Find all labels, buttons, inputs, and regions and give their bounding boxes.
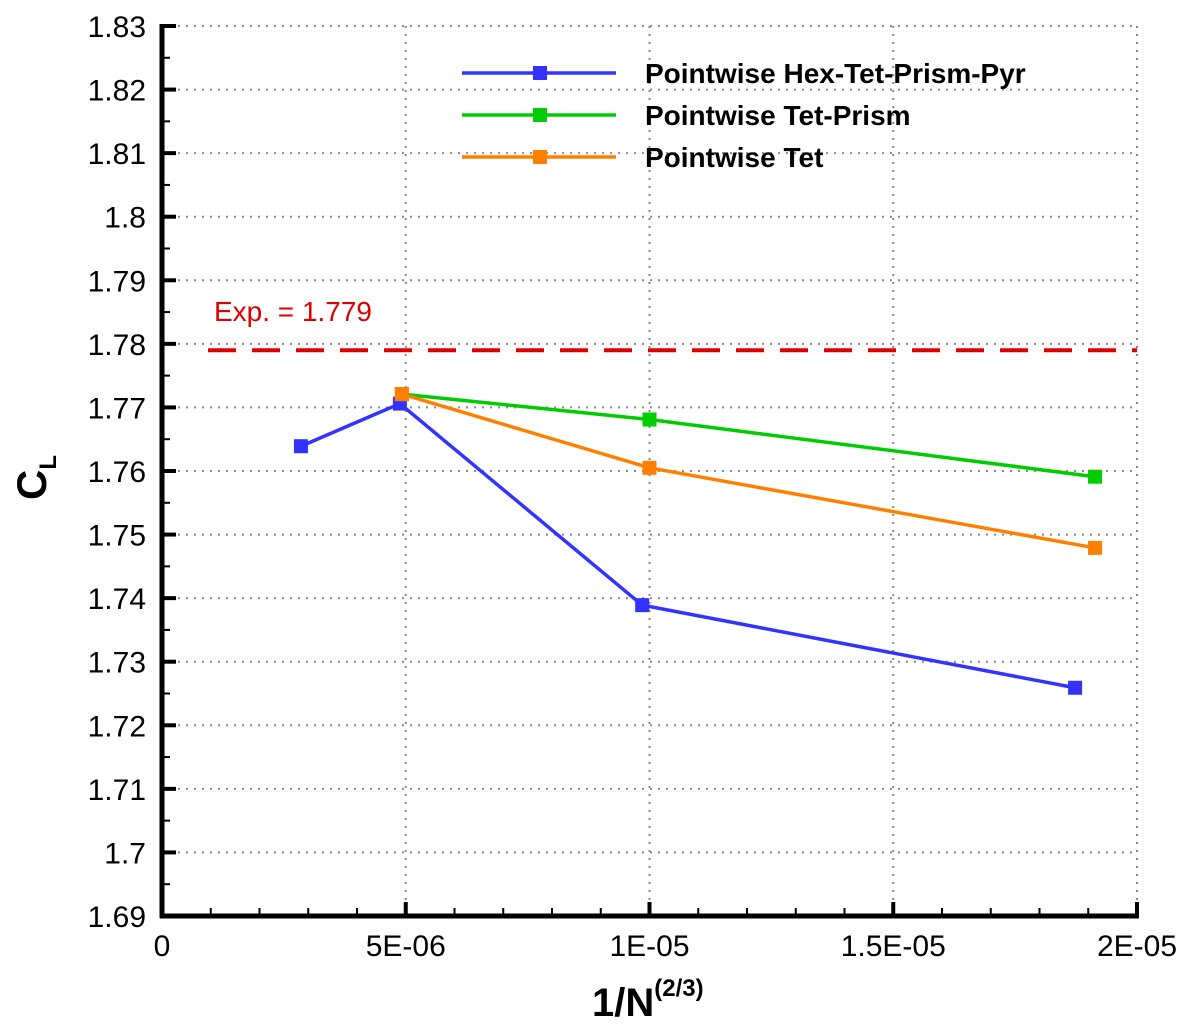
y-tick-label: 1.79 bbox=[88, 265, 146, 298]
series-2 bbox=[394, 387, 1103, 555]
legend-marker bbox=[533, 66, 547, 80]
x-tick-label: 5E-06 bbox=[366, 930, 446, 963]
x-tick-label: 1.5E-05 bbox=[841, 930, 946, 963]
data-point bbox=[1088, 469, 1103, 484]
legend-item: Pointwise Hex-Tet-Prism-Pyr bbox=[462, 58, 1026, 89]
legend-item: Pointwise Tet-Prism bbox=[462, 100, 911, 131]
y-tick-label: 1.7 bbox=[104, 837, 146, 870]
data-point bbox=[394, 387, 409, 402]
y-tick-label: 1.76 bbox=[88, 456, 146, 489]
series-0 bbox=[293, 396, 1083, 695]
data-point bbox=[1088, 540, 1103, 555]
series-line bbox=[401, 392, 1096, 550]
legend-marker bbox=[533, 108, 547, 122]
y-axis-title: CL bbox=[8, 455, 62, 500]
legend-label: Pointwise Tet bbox=[645, 142, 823, 173]
axes bbox=[159, 24, 1139, 919]
series bbox=[293, 387, 1103, 695]
x-tick-label: 2E-05 bbox=[1097, 930, 1177, 963]
experimental-reference-label: Exp. = 1.779 bbox=[214, 296, 372, 327]
data-point bbox=[1068, 680, 1083, 695]
y-tick-label: 1.74 bbox=[88, 583, 146, 616]
series-line bbox=[300, 401, 1076, 690]
x-tick-label: 0 bbox=[154, 930, 171, 963]
legend-item: Pointwise Tet bbox=[462, 142, 823, 173]
y-tick-label: 1.69 bbox=[88, 901, 146, 934]
legend-marker bbox=[533, 150, 547, 164]
y-tick-label: 1.75 bbox=[88, 520, 146, 553]
x-axis-title-main: 1/N bbox=[592, 981, 654, 1025]
tick-labels: 0 5E-06 1E-05 1.5E-05 2E-05 1.69 1.7 1.71 1.72 1.… bbox=[88, 11, 1177, 963]
x-tick-label: 1E-05 bbox=[609, 930, 689, 963]
y-tick-label: 1.73 bbox=[88, 647, 146, 680]
data-point bbox=[642, 460, 657, 475]
y-tick-label: 1.72 bbox=[88, 710, 146, 743]
x-axis-title-superscript: (2/3) bbox=[654, 975, 703, 1002]
x-axis-title: 1/N(2/3) bbox=[592, 975, 704, 1025]
data-point bbox=[635, 598, 650, 613]
series-1 bbox=[394, 387, 1103, 484]
y-tick-label: 1.82 bbox=[88, 75, 146, 108]
y-tick-label: 1.83 bbox=[88, 11, 146, 44]
y-axis-title-main: C bbox=[8, 470, 55, 500]
data-point bbox=[293, 439, 308, 454]
y-tick-label: 1.71 bbox=[88, 774, 146, 807]
legend-label: Pointwise Tet-Prism bbox=[645, 100, 911, 131]
y-tick-label: 1.77 bbox=[88, 392, 146, 425]
series-line bbox=[401, 392, 1096, 479]
y-tick-label: 1.8 bbox=[104, 202, 146, 235]
legend-label: Pointwise Hex-Tet-Prism-Pyr bbox=[645, 58, 1026, 89]
data-point bbox=[642, 412, 657, 427]
y-tick-label: 1.81 bbox=[88, 138, 146, 171]
legend: Pointwise Hex-Tet-Prism-Pyr Pointwise Tet… bbox=[462, 58, 1026, 173]
y-axis-title-subscript: L bbox=[35, 455, 62, 470]
y-tick-label: 1.78 bbox=[88, 329, 146, 362]
